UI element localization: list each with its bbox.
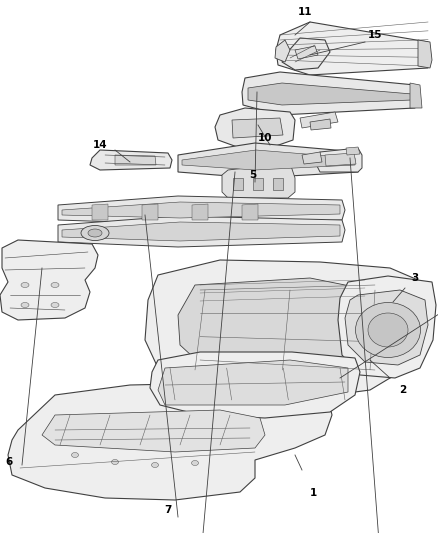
Text: 7: 7 bbox=[164, 505, 172, 515]
Polygon shape bbox=[62, 202, 340, 218]
Polygon shape bbox=[158, 360, 348, 405]
Polygon shape bbox=[242, 204, 258, 220]
Polygon shape bbox=[90, 150, 172, 170]
Polygon shape bbox=[192, 204, 208, 220]
Polygon shape bbox=[215, 108, 295, 148]
Polygon shape bbox=[0, 240, 98, 320]
Ellipse shape bbox=[51, 282, 59, 287]
Ellipse shape bbox=[112, 459, 119, 464]
Ellipse shape bbox=[368, 313, 408, 347]
Polygon shape bbox=[142, 204, 158, 220]
Text: 6: 6 bbox=[5, 457, 13, 467]
Polygon shape bbox=[325, 153, 356, 166]
Text: 1: 1 bbox=[309, 488, 317, 498]
Bar bbox=[253, 178, 263, 190]
Polygon shape bbox=[418, 40, 432, 68]
Text: 15: 15 bbox=[368, 30, 382, 40]
Bar bbox=[233, 178, 243, 190]
Text: 14: 14 bbox=[93, 140, 107, 150]
Polygon shape bbox=[178, 278, 385, 378]
Polygon shape bbox=[62, 222, 340, 241]
Polygon shape bbox=[410, 83, 422, 108]
Polygon shape bbox=[232, 118, 283, 138]
Ellipse shape bbox=[21, 303, 29, 308]
Polygon shape bbox=[248, 83, 412, 105]
Polygon shape bbox=[316, 148, 362, 172]
Polygon shape bbox=[58, 216, 345, 247]
Polygon shape bbox=[295, 46, 318, 59]
Ellipse shape bbox=[356, 303, 420, 358]
Polygon shape bbox=[222, 163, 295, 198]
Ellipse shape bbox=[191, 461, 198, 465]
Polygon shape bbox=[182, 150, 355, 170]
Polygon shape bbox=[178, 143, 360, 178]
Polygon shape bbox=[150, 352, 360, 418]
Ellipse shape bbox=[21, 282, 29, 287]
Polygon shape bbox=[145, 260, 420, 398]
Ellipse shape bbox=[71, 453, 78, 457]
Ellipse shape bbox=[81, 225, 109, 240]
Polygon shape bbox=[92, 204, 108, 220]
Polygon shape bbox=[275, 40, 290, 62]
Polygon shape bbox=[8, 383, 332, 500]
Polygon shape bbox=[302, 152, 322, 164]
Text: 11: 11 bbox=[298, 7, 312, 17]
Polygon shape bbox=[346, 147, 360, 155]
Polygon shape bbox=[345, 290, 428, 365]
Polygon shape bbox=[282, 38, 330, 70]
Polygon shape bbox=[310, 119, 331, 130]
Text: 3: 3 bbox=[411, 273, 419, 283]
Polygon shape bbox=[42, 410, 265, 452]
Polygon shape bbox=[58, 196, 345, 224]
Text: 2: 2 bbox=[399, 385, 406, 395]
Polygon shape bbox=[338, 276, 436, 378]
Ellipse shape bbox=[152, 463, 159, 467]
Polygon shape bbox=[242, 72, 418, 115]
Polygon shape bbox=[300, 112, 338, 128]
Ellipse shape bbox=[51, 303, 59, 308]
Bar bbox=[273, 178, 283, 190]
Polygon shape bbox=[115, 155, 156, 165]
Polygon shape bbox=[276, 22, 430, 75]
Text: 5: 5 bbox=[249, 170, 257, 180]
Ellipse shape bbox=[88, 229, 102, 237]
Text: 10: 10 bbox=[258, 133, 272, 143]
